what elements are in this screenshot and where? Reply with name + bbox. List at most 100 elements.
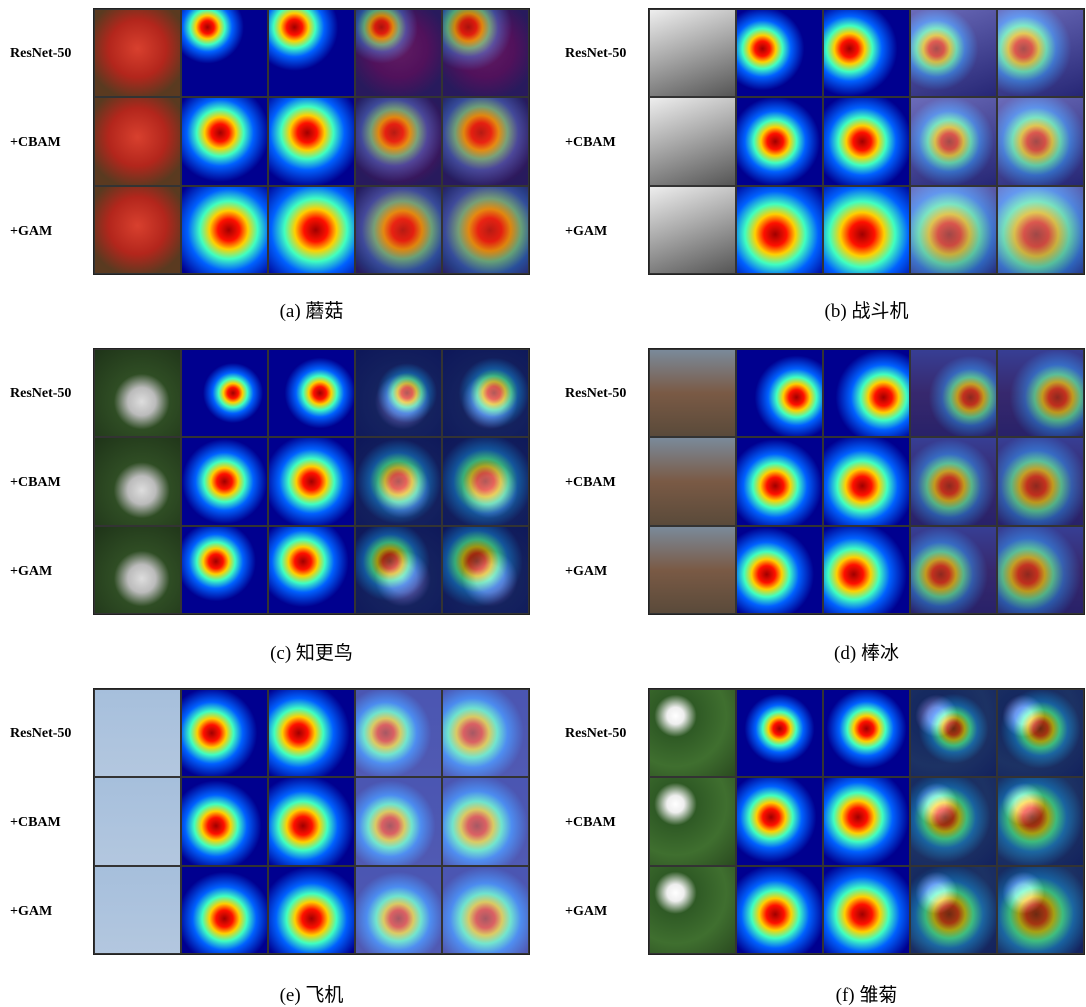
heatmap-overlay	[911, 10, 996, 96]
heatmap	[823, 186, 910, 274]
overlay-image	[442, 349, 529, 437]
heatmap	[823, 349, 910, 437]
heatmap-overlay	[998, 98, 1083, 184]
heatmap	[181, 97, 268, 185]
input-image	[94, 349, 181, 437]
overlay-image	[355, 9, 442, 97]
heatmap	[181, 689, 268, 777]
row-label: +GAM	[10, 564, 52, 580]
overlay-image	[910, 9, 997, 97]
panel-caption: (d) 棒冰	[648, 638, 1085, 665]
heatmap	[181, 866, 268, 954]
row-label: +CBAM	[565, 475, 616, 491]
heatmap-overlay	[356, 690, 441, 776]
heatmap	[736, 526, 823, 614]
input-image	[94, 97, 181, 185]
image-grid	[648, 8, 1085, 275]
input-image	[94, 9, 181, 97]
heatmap-overlay	[998, 187, 1083, 273]
overlay-image	[355, 437, 442, 525]
input-image	[94, 437, 181, 525]
row-label: ResNet-50	[565, 726, 626, 742]
heatmap	[736, 186, 823, 274]
overlay-image	[997, 437, 1084, 525]
input-image	[649, 866, 736, 954]
row-label: +GAM	[565, 224, 607, 240]
heatmap	[736, 689, 823, 777]
overlay-image	[910, 437, 997, 525]
heatmap	[823, 866, 910, 954]
heatmap	[181, 777, 268, 865]
heatmap-overlay	[911, 690, 996, 776]
heatmap-overlay	[998, 778, 1083, 864]
heatmap-overlay	[911, 527, 996, 613]
image-grid	[648, 688, 1085, 955]
overlay-image	[355, 866, 442, 954]
overlay-image	[355, 186, 442, 274]
heatmap	[268, 777, 355, 865]
overlay-image	[997, 689, 1084, 777]
row-label: ResNet-50	[10, 386, 71, 402]
input-image	[649, 97, 736, 185]
heatmap	[268, 97, 355, 185]
overlay-image	[355, 97, 442, 185]
heatmap-overlay	[911, 438, 996, 524]
heatmap-overlay	[356, 98, 441, 184]
heatmap	[181, 186, 268, 274]
panel-caption: (f) 雏菊	[648, 980, 1085, 1007]
heatmap-overlay	[443, 527, 528, 613]
heatmap	[823, 9, 910, 97]
heatmap	[268, 437, 355, 525]
overlay-image	[997, 97, 1084, 185]
panel-caption: (a) 蘑菇	[93, 296, 530, 323]
overlay-image	[997, 9, 1084, 97]
heatmap	[823, 97, 910, 185]
heatmap-overlay	[443, 438, 528, 524]
heatmap	[736, 437, 823, 525]
input-image	[649, 349, 736, 437]
heatmap-overlay	[998, 527, 1083, 613]
row-label: +GAM	[10, 224, 52, 240]
input-image	[94, 777, 181, 865]
heatmap	[823, 437, 910, 525]
row-label: ResNet-50	[565, 46, 626, 62]
heatmap-overlay	[443, 98, 528, 184]
heatmap-overlay	[356, 527, 441, 613]
heatmap-overlay	[356, 438, 441, 524]
heatmap-overlay	[356, 350, 441, 436]
heatmap-overlay	[443, 10, 528, 96]
row-label: +CBAM	[565, 815, 616, 831]
heatmap-overlay	[911, 187, 996, 273]
overlay-image	[997, 777, 1084, 865]
input-image	[94, 689, 181, 777]
overlay-image	[997, 526, 1084, 614]
heatmap-overlay	[998, 350, 1083, 436]
input-image	[94, 526, 181, 614]
image-grid	[93, 688, 530, 955]
panel-caption: (e) 飞机	[93, 980, 530, 1007]
panel-caption: (b) 战斗机	[648, 296, 1085, 323]
row-label: +CBAM	[10, 815, 61, 831]
overlay-image	[910, 349, 997, 437]
row-label: ResNet-50	[10, 726, 71, 742]
heatmap	[268, 866, 355, 954]
heatmap	[268, 349, 355, 437]
heatmap	[736, 866, 823, 954]
overlay-image	[442, 437, 529, 525]
row-label: ResNet-50	[565, 386, 626, 402]
image-grid	[93, 348, 530, 615]
row-label: +CBAM	[565, 135, 616, 151]
overlay-image	[442, 186, 529, 274]
input-image	[94, 866, 181, 954]
heatmap	[823, 777, 910, 865]
heatmap	[736, 777, 823, 865]
row-label: +CBAM	[10, 475, 61, 491]
heatmap-overlay	[911, 98, 996, 184]
overlay-image	[910, 526, 997, 614]
heatmap-overlay	[443, 867, 528, 953]
heatmap-overlay	[443, 690, 528, 776]
overlay-image	[355, 526, 442, 614]
overlay-image	[442, 866, 529, 954]
image-grid	[93, 8, 530, 275]
overlay-image	[355, 689, 442, 777]
